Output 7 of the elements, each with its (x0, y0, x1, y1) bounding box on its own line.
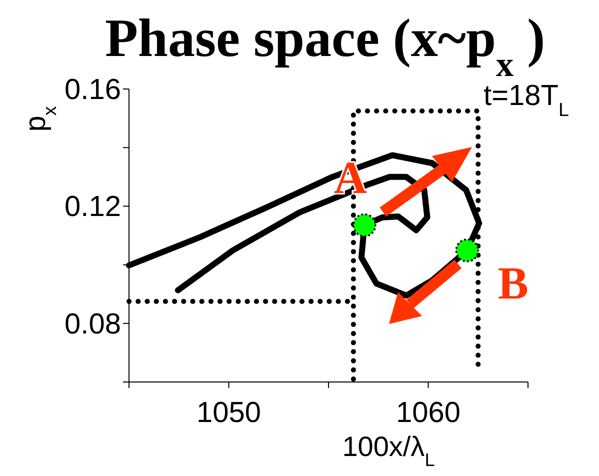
annotation: B (498, 257, 528, 308)
x-tick-label: 1050 (196, 397, 262, 429)
y-tick-label: 0.12 (64, 191, 121, 224)
y-tick-label: 0.08 (64, 308, 121, 340)
x-axis-title: 100x/λ$_{L}$ (342, 431, 435, 470)
annotation: t=18T$_{L}$ (484, 80, 569, 120)
x-tick-label: 1060 (396, 397, 461, 429)
